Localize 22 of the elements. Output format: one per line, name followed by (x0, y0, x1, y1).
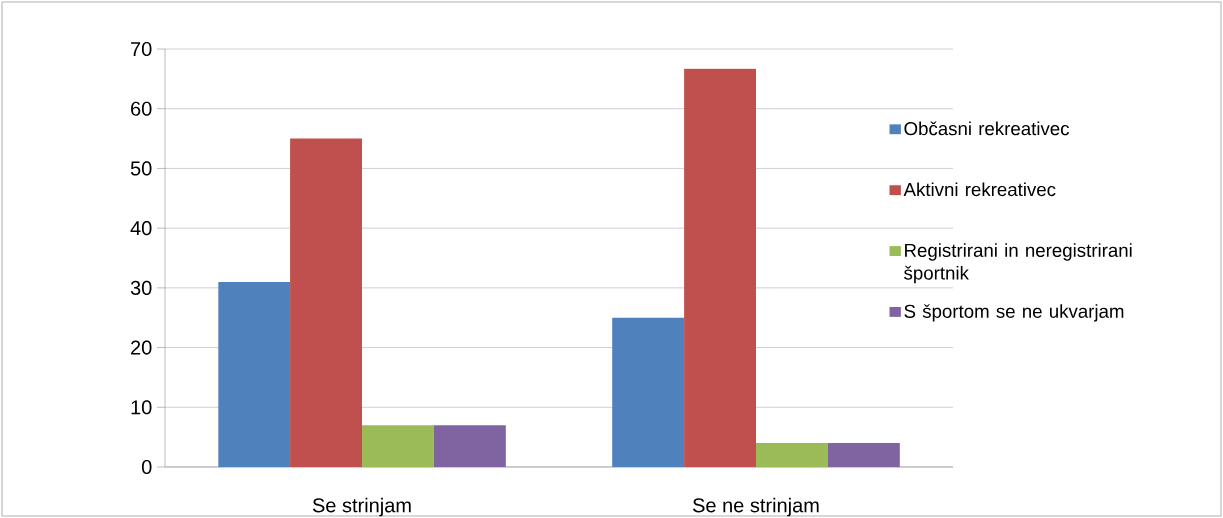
legend-label: Občasni rekreativec (904, 121, 1070, 136)
x-tick-label: Se strinjam (312, 497, 411, 517)
legend-label: S športom se ne ukvarjam (904, 304, 1124, 322)
y-tick-label: 50 (130, 161, 152, 176)
bar (290, 138, 363, 467)
y-tick-label: 70 (131, 41, 152, 57)
y-tick-label: 60 (131, 101, 152, 116)
bar (218, 281, 291, 467)
x-tick-label: Se ne strinjam (692, 497, 819, 517)
y-tick-label: 0 (141, 459, 152, 475)
bar (684, 68, 757, 467)
bar (362, 425, 434, 467)
y-tick-label: 40 (130, 221, 152, 236)
legend-label: Registrirani in neregistrirani športnik (904, 243, 1132, 284)
y-tick-label: 10 (131, 400, 152, 415)
bar (827, 443, 900, 467)
bar (756, 443, 828, 467)
bar (433, 425, 506, 467)
legend-label: Aktivni rekreativec (903, 182, 1056, 197)
y-tick-label: 30 (130, 280, 152, 295)
bar (612, 317, 685, 467)
y-tick-label: 20 (131, 340, 152, 355)
